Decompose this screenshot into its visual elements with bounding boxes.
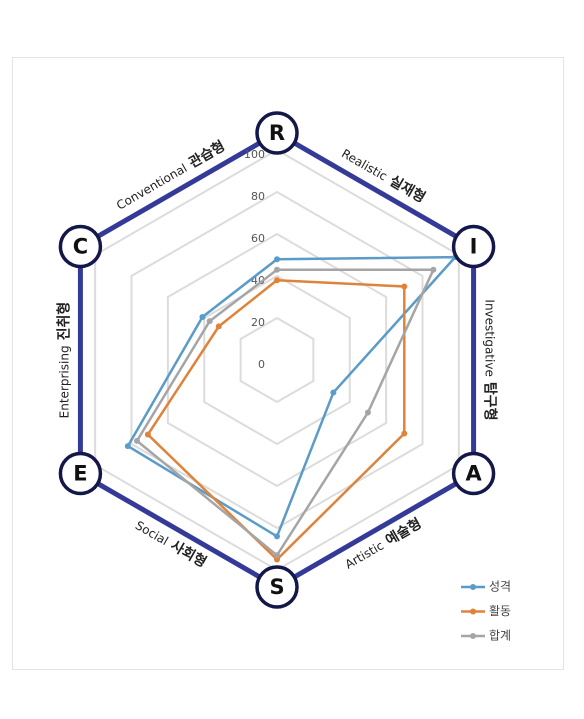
vertex-badge xyxy=(58,451,103,496)
legend-dot xyxy=(470,584,476,590)
legend-label: 활동 xyxy=(489,604,511,618)
category-label: C xyxy=(73,235,88,259)
data-point xyxy=(274,556,280,563)
vertex-badge xyxy=(255,565,299,609)
data-point xyxy=(144,431,151,438)
r-tick-label: 60 xyxy=(251,232,265,245)
axis-title-ko: 진취형 xyxy=(55,302,72,341)
legend-dot xyxy=(470,608,476,615)
data-point xyxy=(364,409,371,416)
data-point xyxy=(401,283,408,290)
grid-line xyxy=(166,232,388,488)
legend-dot xyxy=(470,633,476,639)
r-tick-label: 80 xyxy=(251,190,265,203)
axis-title: Enterprising 진취형 xyxy=(54,302,73,419)
category-label: R xyxy=(269,121,285,145)
axis-title: Investigative 탐구형 xyxy=(481,299,500,420)
data-point xyxy=(133,437,140,444)
axis-title-en: Enterprising xyxy=(57,345,71,418)
data-point xyxy=(401,430,408,437)
category-label: E xyxy=(73,462,87,486)
data-point xyxy=(274,533,280,540)
data-point xyxy=(274,266,280,273)
vertex-badge xyxy=(451,224,496,269)
category-label: S xyxy=(269,575,284,599)
vertex-badge xyxy=(58,224,103,269)
axis-title-en: Investigative xyxy=(483,299,497,376)
vertex-badge xyxy=(451,451,496,496)
vertex-badge xyxy=(255,111,299,155)
data-point xyxy=(206,318,213,325)
data-point xyxy=(330,389,337,396)
data-point xyxy=(199,313,206,320)
axis-title-ko: 탐구형 xyxy=(482,382,499,421)
data-point xyxy=(215,323,222,330)
legend-label: 합계 xyxy=(489,629,511,643)
r-tick-label: 0 xyxy=(258,358,265,371)
r-tick-label: 20 xyxy=(251,316,265,329)
data-point xyxy=(274,256,280,263)
data-point xyxy=(274,277,280,284)
category-label: I xyxy=(470,235,478,259)
data-point xyxy=(430,266,437,273)
data-point xyxy=(274,552,280,559)
grid-line xyxy=(239,316,315,404)
r-tick-label: 100 xyxy=(244,148,265,161)
grid-line xyxy=(130,190,424,530)
category-label: A xyxy=(465,462,482,486)
legend-label: 성격 xyxy=(489,580,511,594)
data-point xyxy=(124,443,131,450)
